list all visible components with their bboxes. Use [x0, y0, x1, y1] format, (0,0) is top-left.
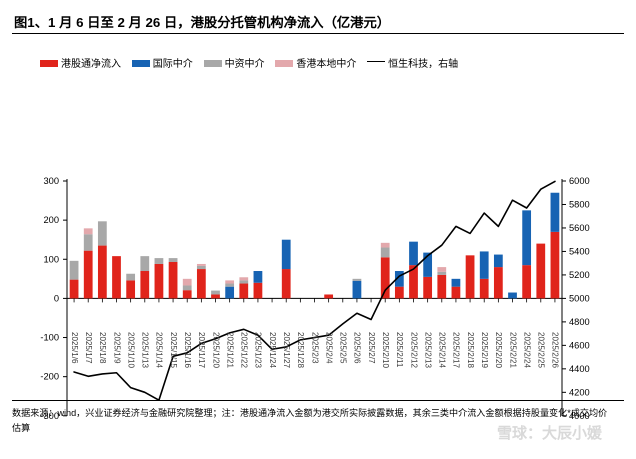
svg-text:100: 100: [43, 254, 59, 264]
svg-text:5200: 5200: [569, 270, 590, 280]
svg-text:300: 300: [43, 176, 59, 186]
svg-text:5400: 5400: [569, 246, 590, 256]
svg-text:4800: 4800: [569, 317, 590, 327]
svg-text:0: 0: [54, 293, 59, 303]
svg-text:6000: 6000: [569, 176, 590, 186]
svg-text:5800: 5800: [569, 199, 590, 209]
svg-text:5000: 5000: [569, 293, 590, 303]
svg-text:200: 200: [43, 215, 59, 225]
svg-text:5600: 5600: [569, 223, 590, 233]
